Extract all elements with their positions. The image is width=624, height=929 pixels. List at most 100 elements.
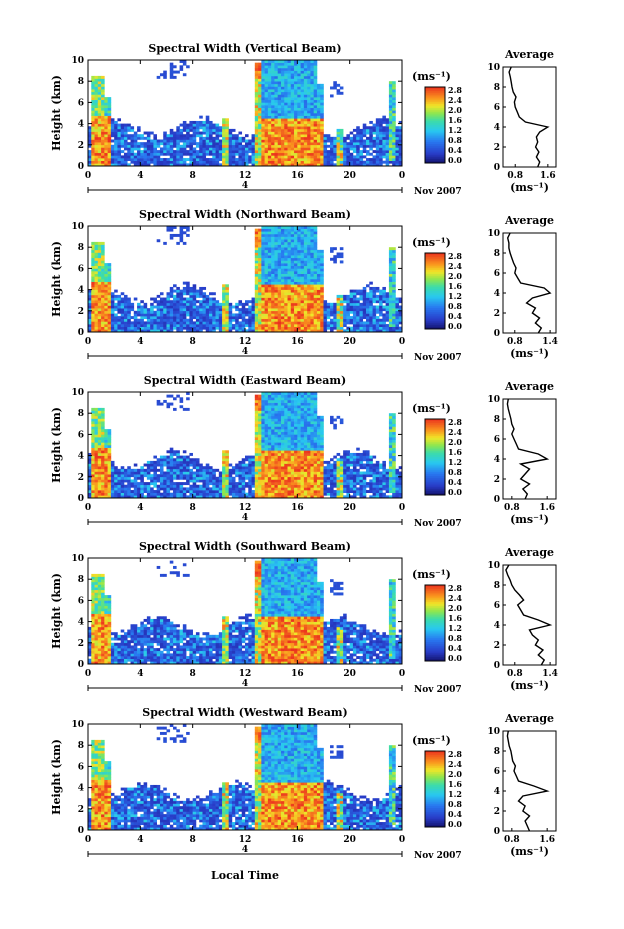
heatmap-cell	[284, 284, 288, 288]
heatmap-cell	[241, 139, 246, 143]
heatmap-cell	[140, 150, 144, 154]
heatmap-cell	[212, 160, 216, 164]
heatmap-cell	[274, 313, 279, 317]
heatmap-cell	[395, 158, 400, 161]
heatmap-cell	[179, 150, 184, 154]
heatmap-cell	[97, 431, 102, 435]
heatmap-cell	[254, 313, 259, 317]
heatmap-cell	[101, 102, 105, 106]
heatmap-cell	[104, 105, 108, 108]
heatmap-cell	[222, 126, 226, 130]
heatmap-cell	[127, 158, 131, 161]
heatmap-cell	[395, 150, 400, 154]
heatmap-cell	[392, 260, 396, 264]
heatmap-cell	[310, 318, 314, 322]
heatmap-cell	[392, 83, 396, 87]
heatmap-cell	[169, 292, 174, 296]
heatmap-cell	[372, 150, 377, 154]
heatmap-cell	[110, 302, 115, 306]
heatmap-cell	[366, 326, 370, 330]
heatmap-cell	[225, 123, 229, 127]
heatmap-cell	[159, 302, 164, 306]
heatmap-cell	[107, 265, 112, 269]
heatmap-cell	[264, 318, 269, 322]
heatmap-cell	[310, 305, 314, 309]
heatmap-cell	[189, 139, 193, 143]
heatmap-cell	[91, 410, 95, 414]
heatmap-cell	[192, 305, 197, 309]
heatmap-cell	[313, 324, 318, 327]
heatmap-cell	[94, 126, 99, 130]
heatmap-cell	[284, 158, 288, 161]
heatmap-cell	[212, 139, 216, 143]
heatmap-cell	[388, 128, 393, 132]
heatmap-cell	[320, 271, 324, 274]
heatmap-cell	[215, 144, 220, 148]
heatmap-cell	[195, 313, 200, 317]
heatmap-cell	[287, 247, 292, 251]
heatmap-cell	[104, 329, 108, 333]
heatmap-cell	[254, 102, 259, 106]
heatmap-cell	[277, 297, 282, 301]
heatmap-cell	[274, 260, 279, 264]
heatmap-cell	[303, 236, 308, 240]
heatmap-cell	[186, 392, 190, 395]
heatmap-cell	[330, 158, 334, 161]
heatmap-cell	[88, 150, 92, 154]
heatmap-cell	[320, 260, 324, 264]
heatmap-cell	[130, 152, 135, 156]
heatmap-cell	[277, 142, 282, 146]
heatmap-cell	[127, 297, 131, 301]
heatmap-cell	[153, 310, 157, 314]
heatmap-cell	[222, 152, 226, 156]
heatmap-cell	[267, 160, 272, 164]
heatmap-cell	[101, 445, 105, 448]
heatmap-cell	[362, 286, 367, 290]
heatmap-cell	[209, 134, 213, 138]
heatmap-cell	[392, 268, 396, 272]
heatmap-cell	[316, 276, 321, 280]
heatmap-cell	[182, 466, 187, 470]
heatmap-cell	[182, 308, 187, 312]
heatmap-cell	[97, 91, 102, 95]
heatmap-cell	[199, 321, 203, 325]
heatmap-cell	[176, 126, 180, 130]
heatmap-cell	[248, 160, 252, 164]
heatmap-cell	[101, 136, 105, 140]
heatmap-cell	[199, 286, 203, 290]
heatmap-cell	[101, 273, 105, 277]
heatmap-cell	[169, 302, 174, 306]
heatmap-cell	[277, 134, 282, 138]
heatmap-cell	[388, 99, 393, 103]
heatmap-cell	[241, 318, 246, 322]
heatmap-cell	[356, 144, 360, 148]
heatmap-cell	[280, 139, 285, 143]
heatmap-cell	[258, 260, 262, 264]
heatmap-cell	[323, 324, 328, 327]
heatmap-cell	[297, 260, 301, 264]
heatmap-cell	[261, 134, 265, 138]
heatmap-cell	[277, 70, 282, 74]
heatmap-cell	[114, 144, 118, 148]
heatmap-cell	[310, 236, 314, 240]
heatmap-cell	[280, 326, 285, 330]
x-tick-label: 4	[137, 171, 143, 181]
heatmap-cell	[359, 144, 364, 148]
heatmap-cell	[159, 324, 164, 327]
heatmap-cell	[91, 407, 95, 411]
heatmap-cell	[323, 142, 328, 146]
heatmap-cell	[173, 452, 177, 456]
heatmap-cell	[313, 236, 318, 240]
heatmap-cell	[267, 75, 272, 79]
heatmap-cell	[179, 399, 184, 403]
heatmap-cell	[392, 97, 396, 101]
heatmap-cell	[307, 247, 311, 251]
heatmap-cell	[392, 99, 396, 103]
heatmap-cell	[123, 136, 128, 140]
heatmap-cell	[97, 439, 102, 443]
heatmap-cell	[205, 150, 210, 154]
heatmap-cell	[192, 120, 197, 124]
heatmap-cell	[88, 158, 92, 161]
heatmap-cell	[267, 110, 272, 114]
heatmap-cell	[388, 316, 393, 320]
